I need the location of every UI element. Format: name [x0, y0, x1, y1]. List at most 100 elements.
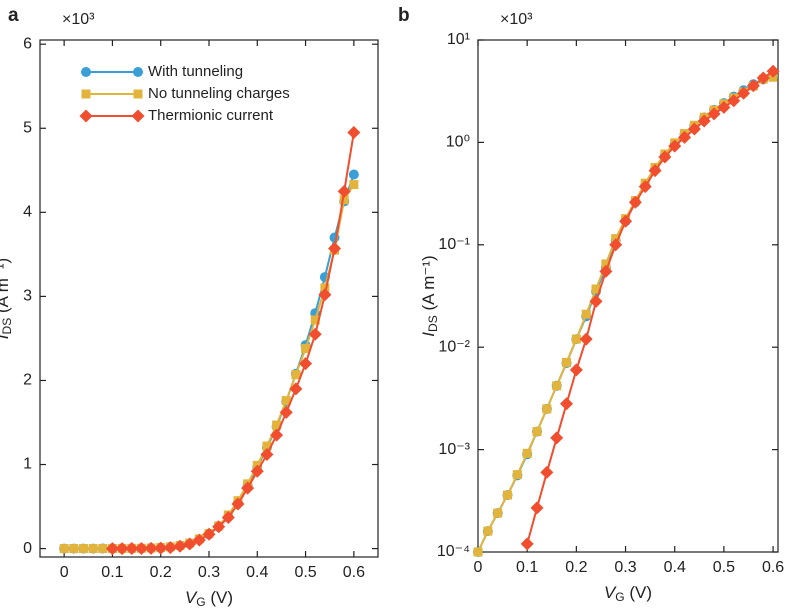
axis-multiplier: ×10³ — [62, 11, 95, 28]
y-tick-label: 0 — [23, 540, 32, 557]
x-tick-label: 0.2 — [565, 559, 587, 576]
marker — [658, 150, 672, 164]
y-tick-label: 1 — [23, 456, 32, 473]
marker — [291, 370, 301, 380]
marker — [746, 79, 760, 93]
marker — [347, 125, 361, 139]
marker — [250, 464, 264, 478]
marker — [301, 344, 311, 354]
x-tick-label: 0 — [60, 564, 69, 581]
marker — [503, 490, 513, 500]
y-tick-label: 6 — [23, 35, 32, 52]
y-axis-label: IDS (A m⁻¹) — [419, 255, 440, 336]
marker — [241, 481, 255, 495]
marker — [192, 533, 206, 547]
marker — [727, 94, 741, 108]
label-sub: G — [196, 595, 205, 609]
label-main: I — [419, 332, 438, 337]
x-tick-label: 0.5 — [713, 559, 735, 576]
label-rest: (V) — [206, 588, 233, 607]
y-tick-label: 3 — [23, 288, 32, 305]
marker — [144, 541, 158, 555]
x-axis-label: VG (V) — [185, 588, 233, 609]
x-tick-label: 0.5 — [294, 564, 316, 581]
marker — [79, 109, 93, 123]
y-tick-label: 5 — [23, 119, 32, 136]
marker — [212, 520, 226, 534]
marker — [512, 470, 522, 480]
marker — [678, 130, 692, 144]
marker — [310, 315, 320, 325]
marker — [348, 169, 359, 180]
marker — [628, 195, 642, 209]
marker — [328, 241, 342, 255]
marker — [231, 497, 245, 511]
y-tick-label: 10⁰ — [446, 134, 470, 151]
marker — [134, 541, 148, 555]
marker — [579, 332, 593, 346]
x-tick-label: 0.4 — [664, 559, 686, 576]
x-tick-label: 0 — [474, 559, 483, 576]
y-tick-label: 10⁻² — [438, 338, 470, 355]
y-tick-label: 10⁻³ — [438, 441, 470, 458]
marker — [697, 114, 711, 128]
marker — [260, 447, 274, 461]
legend-label: With tunneling — [148, 63, 243, 80]
series-line — [477, 76, 774, 553]
marker — [308, 327, 322, 341]
marker — [756, 71, 770, 85]
marker — [221, 510, 235, 524]
marker — [473, 547, 483, 557]
series-line — [64, 184, 355, 550]
marker — [202, 527, 216, 541]
y-tick-label: 10¹ — [447, 31, 470, 48]
legend-label: No tunneling charges — [148, 85, 290, 102]
marker — [81, 89, 91, 99]
marker — [78, 544, 88, 554]
marker — [173, 539, 187, 553]
marker — [131, 109, 145, 123]
marker — [609, 238, 623, 252]
marker — [337, 184, 351, 198]
marker — [687, 122, 701, 136]
label-main: I — [0, 334, 12, 339]
plot-frame — [477, 39, 779, 553]
marker — [648, 164, 662, 178]
y-tick-label: 10⁻⁴ — [437, 543, 470, 560]
marker — [550, 431, 564, 445]
marker — [272, 420, 282, 430]
marker — [133, 67, 143, 77]
y-tick-label: 2 — [23, 372, 32, 389]
marker — [520, 537, 534, 551]
label-rest: (V) — [625, 583, 652, 602]
marker — [562, 357, 572, 367]
marker — [589, 294, 603, 308]
marker — [599, 264, 613, 278]
marker — [81, 67, 91, 77]
marker — [571, 334, 581, 344]
label-rest: (A m⁻¹) — [0, 258, 12, 318]
marker — [530, 501, 544, 515]
marker — [339, 195, 349, 205]
label-rest: (A m⁻¹) — [419, 255, 438, 315]
marker — [270, 428, 284, 442]
marker — [542, 404, 552, 414]
marker — [737, 86, 751, 100]
x-tick-label: 0.3 — [614, 559, 636, 576]
marker — [540, 465, 554, 479]
series-line — [112, 132, 355, 550]
series-line — [477, 75, 774, 553]
marker — [163, 541, 177, 555]
x-tick-label: 0.1 — [101, 564, 123, 581]
y-tick-label: 4 — [23, 204, 32, 221]
x-tick-label: 0.4 — [246, 564, 268, 581]
panel-label: b — [398, 5, 410, 26]
x-tick-label: 0.1 — [516, 559, 538, 576]
label-main: V — [604, 583, 617, 602]
marker — [154, 541, 168, 555]
marker — [581, 309, 591, 319]
x-tick-label: 0.3 — [198, 564, 220, 581]
series-line — [526, 70, 774, 545]
marker — [619, 214, 633, 228]
